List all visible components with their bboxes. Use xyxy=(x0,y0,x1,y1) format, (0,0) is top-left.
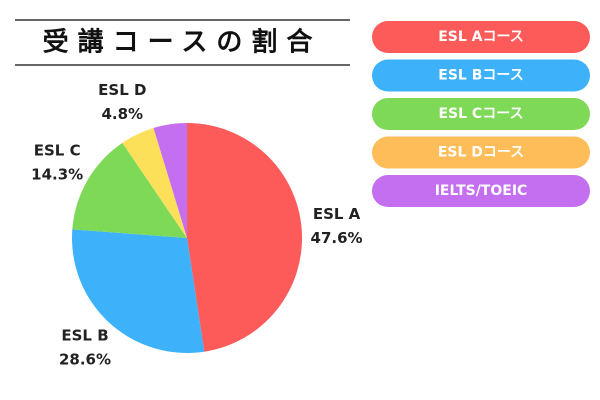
value-label: 28.6% xyxy=(59,350,111,368)
chart-title: 受講コースの割合 xyxy=(43,27,322,58)
legend-pill[interactable] xyxy=(372,59,590,92)
value-label: 14.3% xyxy=(31,165,83,183)
slice-label: ESL C xyxy=(34,141,81,159)
legend-label: ESL Cコース xyxy=(438,106,523,122)
legend-label: IELTS/TOEIC xyxy=(435,183,528,199)
legend-label: ESL Bコース xyxy=(438,68,523,84)
pie-slice xyxy=(72,142,187,238)
value-label: 4.8% xyxy=(101,105,143,123)
slice-label: ESL D xyxy=(98,81,146,99)
value-label: 47.6% xyxy=(311,229,363,247)
pie-slice xyxy=(153,123,187,238)
legend-pill[interactable] xyxy=(372,21,590,53)
legend-pill[interactable] xyxy=(372,136,590,169)
legend-pill[interactable] xyxy=(372,175,590,207)
slice-label: ESL B xyxy=(61,326,108,344)
legend-label: ESL Aコース xyxy=(438,29,524,45)
pie-slice xyxy=(122,127,187,238)
legend-pill[interactable] xyxy=(372,98,590,130)
pie-slice xyxy=(72,229,205,353)
legend-label: ESL Dコース xyxy=(438,145,524,161)
pie-slice xyxy=(187,123,302,352)
slice-label: ESL A xyxy=(313,205,361,223)
